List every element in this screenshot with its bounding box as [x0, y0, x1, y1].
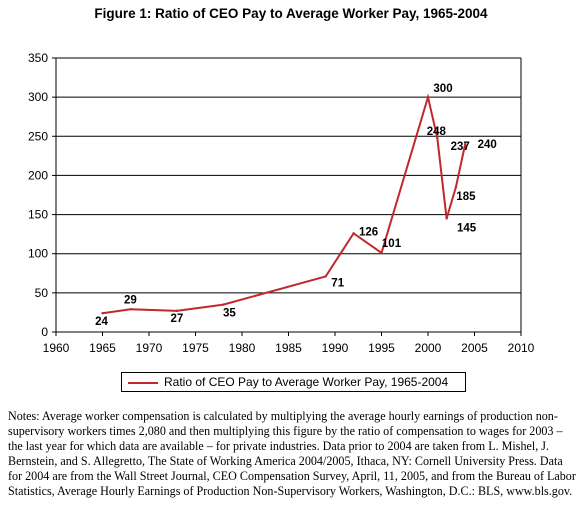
data-label: 126: [359, 226, 378, 238]
x-tick-label: 1985: [275, 341, 302, 355]
data-label: 248: [427, 126, 447, 138]
data-point: [454, 185, 458, 189]
y-tick-label: 350: [28, 51, 48, 65]
legend-swatch: [128, 382, 158, 384]
x-tick-label: 2000: [415, 341, 442, 355]
data-label: 101: [382, 238, 402, 250]
x-tick-label: 1990: [322, 341, 349, 355]
data-label-extra: 237: [451, 141, 470, 153]
x-tick-label: 1970: [136, 341, 163, 355]
legend-label: Ratio of CEO Pay to Average Worker Pay, …: [164, 375, 449, 389]
x-tick-label: 1960: [43, 341, 70, 355]
x-tick-label: 1965: [89, 341, 116, 355]
data-label: 27: [171, 313, 184, 325]
x-tick-label: 1995: [368, 341, 395, 355]
y-tick-label: 300: [28, 90, 48, 104]
x-tick-label: 2010: [508, 341, 535, 355]
data-labels: 24 29 27 35 71 126 101 300 248 145 185 240 237: [95, 83, 497, 328]
data-point: [464, 142, 467, 146]
data-point: [175, 309, 179, 313]
data-point: [436, 136, 439, 140]
y-tick-label: 200: [28, 168, 48, 182]
data-point: [352, 232, 355, 235]
data-point: [324, 275, 327, 278]
data-label: 29: [124, 294, 137, 306]
y-tick-label: 50: [35, 286, 49, 300]
data-label: 185: [456, 191, 476, 203]
axes: [55, 58, 522, 333]
data-point: [445, 217, 448, 220]
chart-title: Figure 1: Ratio of CEO Pay to Average Wo…: [94, 6, 488, 21]
y-axis-ticks: 0 50 100 150 200 250 300 350: [28, 51, 56, 339]
y-tick-label: 100: [28, 247, 48, 261]
data-label: 24: [95, 316, 108, 328]
series: [101, 93, 467, 315]
y-tick-label: 0: [41, 325, 48, 339]
data-label: 240: [478, 139, 497, 151]
series-line: [102, 93, 467, 315]
data-point: [101, 312, 104, 315]
x-tick-label: 2005: [461, 341, 488, 355]
x-tick-label: 1975: [182, 341, 209, 355]
gridlines: [56, 57, 521, 294]
data-point: [222, 303, 225, 306]
data-point: [129, 308, 132, 311]
data-label: 145: [457, 222, 477, 234]
y-tick-label: 150: [28, 208, 48, 222]
x-tick-label: 1980: [229, 341, 256, 355]
data-point: [380, 251, 383, 255]
data-point: [426, 95, 430, 99]
notes: Notes: Average worker compensation is ca…: [8, 409, 576, 498]
y-tick-label: 250: [28, 129, 48, 143]
data-label: 71: [331, 277, 344, 289]
data-label: 300: [433, 83, 452, 95]
data-label: 35: [223, 308, 236, 320]
x-axis-ticks: 1960 1965 1970 1975 1980 1985 1990 1995 2000 2005…: [43, 332, 535, 355]
legend: Ratio of CEO Pay to Average Worker Pay, …: [121, 372, 466, 392]
